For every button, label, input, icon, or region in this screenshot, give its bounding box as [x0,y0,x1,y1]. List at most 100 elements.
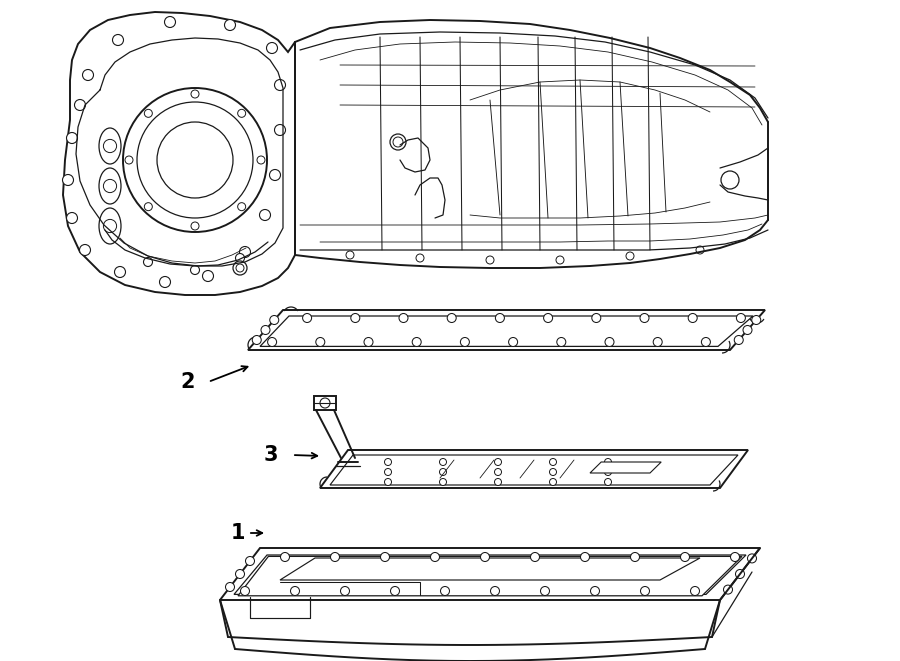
Circle shape [123,88,267,232]
Circle shape [508,338,518,346]
Circle shape [191,222,199,230]
Circle shape [114,266,125,278]
Circle shape [721,171,739,189]
Ellipse shape [99,208,121,244]
Circle shape [393,137,403,147]
Circle shape [391,586,400,596]
Polygon shape [238,557,742,596]
Polygon shape [220,548,760,600]
Circle shape [239,247,250,258]
Circle shape [266,42,277,54]
Polygon shape [260,316,753,346]
Circle shape [340,586,349,596]
Circle shape [233,261,247,275]
Circle shape [236,570,245,578]
Polygon shape [280,558,700,580]
Circle shape [641,586,650,596]
Circle shape [191,266,200,274]
Circle shape [274,124,285,136]
Circle shape [236,264,244,272]
Polygon shape [590,462,662,473]
Circle shape [144,203,152,211]
Circle shape [364,338,373,346]
Circle shape [125,156,133,164]
Circle shape [626,252,634,260]
Circle shape [384,479,392,485]
Polygon shape [314,396,336,410]
Circle shape [143,258,152,266]
Circle shape [236,254,245,262]
Circle shape [238,203,246,211]
Circle shape [144,109,152,118]
Circle shape [550,479,556,485]
Polygon shape [63,12,295,295]
Circle shape [384,469,392,475]
Text: 2: 2 [181,372,195,392]
Circle shape [439,479,446,485]
Circle shape [580,553,590,561]
Circle shape [137,102,253,218]
Circle shape [439,469,446,475]
Circle shape [735,570,744,578]
Circle shape [556,256,564,264]
Circle shape [701,338,710,346]
Circle shape [461,338,470,346]
Circle shape [384,459,392,465]
Circle shape [592,313,601,323]
Circle shape [259,210,271,221]
Circle shape [346,251,354,259]
Circle shape [261,325,270,334]
Circle shape [83,69,94,81]
Circle shape [486,256,494,264]
Circle shape [330,553,339,561]
Circle shape [191,90,199,98]
Circle shape [104,179,117,192]
Circle shape [165,17,176,28]
Circle shape [631,553,640,561]
Circle shape [605,479,611,485]
Circle shape [724,585,733,594]
Circle shape [246,557,255,566]
Circle shape [159,276,170,288]
Circle shape [240,586,249,596]
Circle shape [104,139,117,153]
Circle shape [238,109,246,118]
Circle shape [416,254,424,262]
Circle shape [226,582,235,592]
Polygon shape [234,555,746,594]
Circle shape [494,479,501,485]
Circle shape [605,459,611,465]
Circle shape [447,313,456,323]
Circle shape [688,313,698,323]
Circle shape [734,336,743,344]
Circle shape [557,338,566,346]
Circle shape [605,338,614,346]
Text: 1: 1 [230,523,245,543]
Circle shape [640,313,649,323]
Circle shape [62,175,74,186]
Circle shape [302,313,311,323]
Circle shape [590,586,599,596]
Circle shape [270,315,279,325]
Circle shape [680,553,689,561]
Circle shape [736,313,745,323]
Circle shape [381,553,390,561]
Circle shape [541,586,550,596]
Circle shape [252,336,261,344]
Circle shape [320,398,330,408]
Circle shape [494,469,501,475]
Circle shape [224,20,236,30]
Circle shape [412,338,421,346]
Circle shape [202,270,213,282]
Circle shape [257,156,265,164]
Circle shape [157,122,233,198]
Polygon shape [330,455,738,485]
Circle shape [550,459,556,465]
Text: 3: 3 [264,445,278,465]
Circle shape [351,313,360,323]
Circle shape [399,313,408,323]
Circle shape [690,586,699,596]
Circle shape [495,313,504,323]
Circle shape [390,134,406,150]
Circle shape [731,553,740,561]
